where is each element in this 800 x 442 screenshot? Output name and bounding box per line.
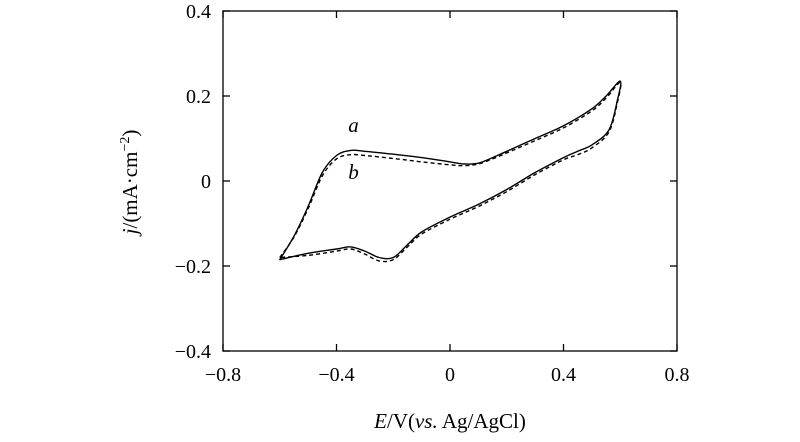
x-tick-label: −0.4 <box>318 364 354 386</box>
x-tick-label: −0.8 <box>205 364 241 386</box>
plot-area: −0.8 −0.4 0 0.4 0.8−0.4−0.200.20.4ab <box>175 1 690 386</box>
plot-frame <box>222 10 678 352</box>
y-axis-label-unit: /(mA·cm <box>118 152 142 229</box>
x-axis-label-symbol: E <box>373 409 387 433</box>
y-axis-label-superscript: −2 <box>118 137 133 152</box>
x-axis-label-vs: vs. <box>415 409 438 433</box>
x-tick-label: 0 <box>445 364 455 386</box>
x-axis-label-unit: /V( <box>387 409 415 433</box>
y-tick-label: 0.2 <box>186 86 211 108</box>
x-axis-label-reference: Ag/AgCl) <box>438 409 526 433</box>
series-a-curve <box>279 80 622 261</box>
series-b-curve <box>279 81 622 263</box>
y-tick-label: −0.4 <box>175 341 211 363</box>
curve-label-a: a <box>348 113 359 137</box>
y-axis-label: j/(mA·cm−2) <box>118 130 142 238</box>
y-tick-label: 0.4 <box>186 1 211 23</box>
y-axis-label-symbol: j <box>118 228 142 237</box>
curve-label-b: b <box>348 160 359 184</box>
x-tick-label: 0.8 <box>665 364 690 386</box>
y-tick-label: −0.2 <box>175 256 211 278</box>
x-axis-label: E/V(vs. Ag/AgCl) <box>373 409 526 433</box>
x-tick-label: 0.4 <box>551 364 576 386</box>
y-tick-label: 0 <box>201 171 211 193</box>
y-axis-label-close: ) <box>118 130 142 137</box>
